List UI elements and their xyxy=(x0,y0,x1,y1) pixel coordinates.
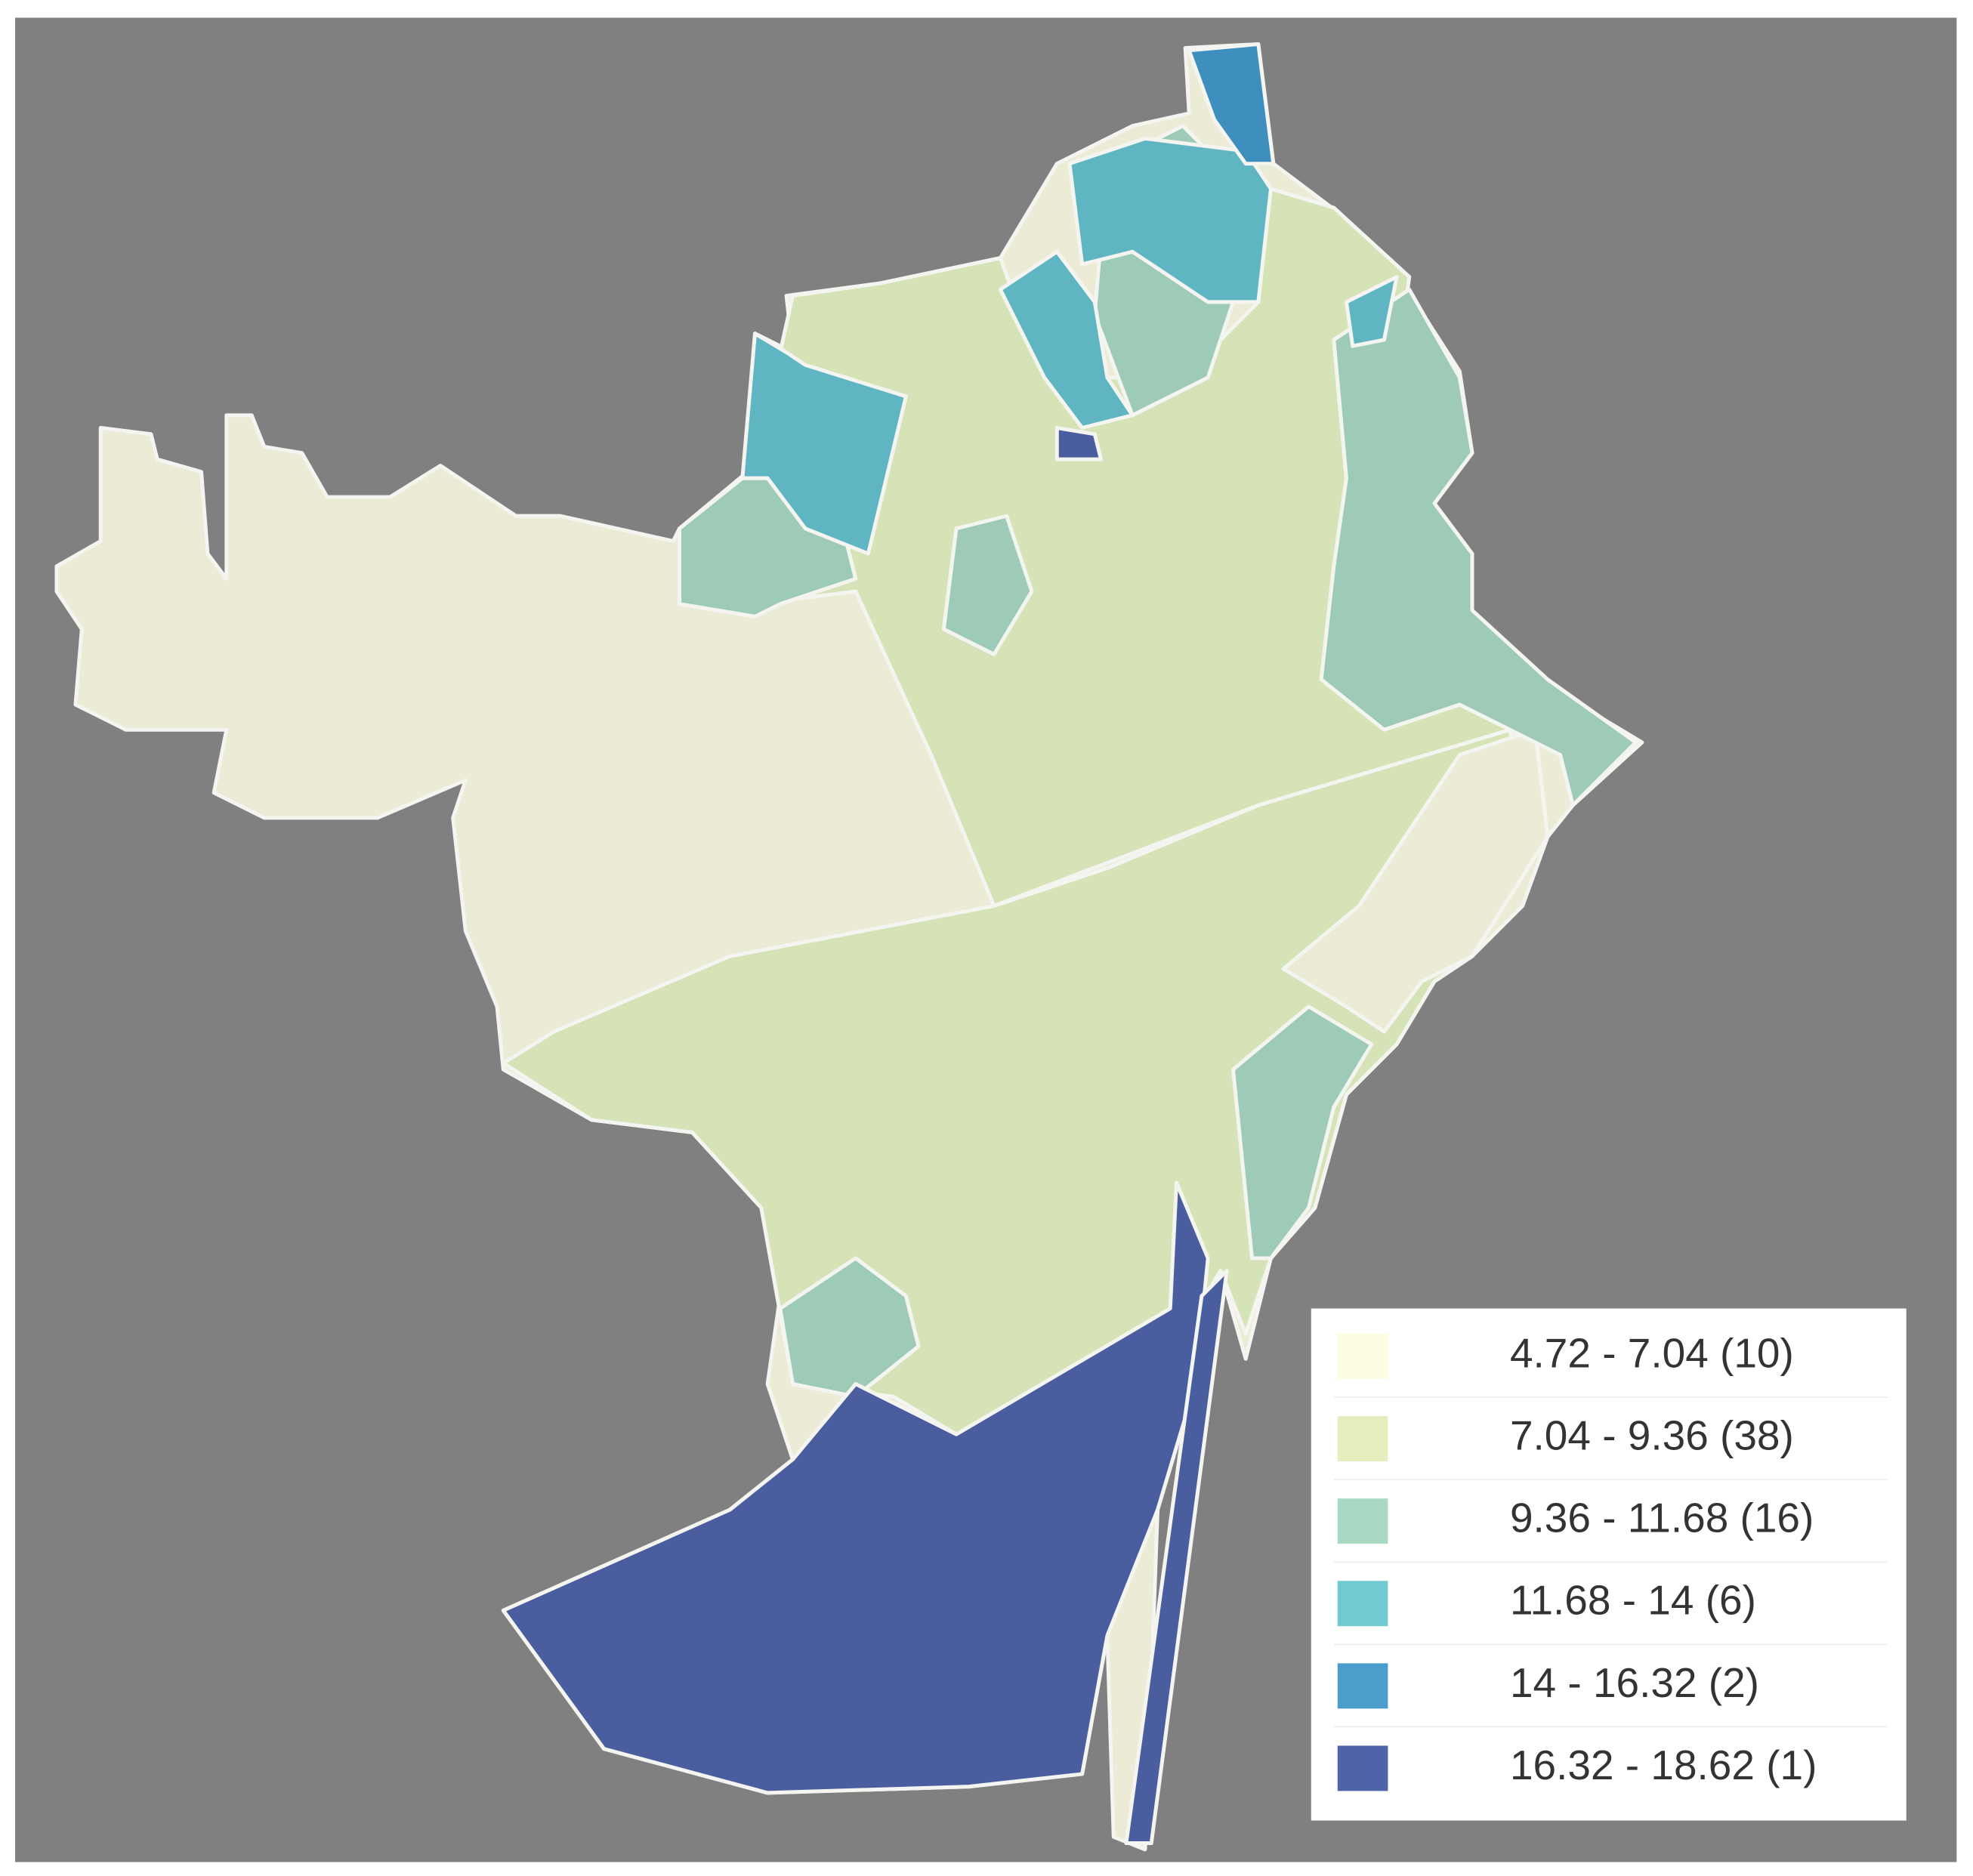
legend-swatch xyxy=(1337,1333,1388,1379)
legend-label: 14 - 16.32 (2) xyxy=(1510,1659,1759,1706)
legend-swatch xyxy=(1337,1498,1388,1544)
legend-swatch xyxy=(1337,1416,1388,1461)
legend-label: 16.32 - 18.62 (1) xyxy=(1510,1742,1817,1788)
legend-swatch xyxy=(1337,1745,1388,1791)
legend-label: 7.04 - 9.36 (38) xyxy=(1510,1412,1794,1459)
district-dark xyxy=(1054,426,1104,461)
port-pier xyxy=(1124,1269,1229,1846)
legend: 4.72 - 7.04 (10) 7.04 - 9.36 (38) 9.36 - 1… xyxy=(1333,1329,1888,1791)
legend-swatch xyxy=(1337,1663,1388,1709)
legend-label: 9.36 - 11.68 (16) xyxy=(1510,1495,1814,1541)
district-light xyxy=(1281,727,1550,1034)
legend-swatch xyxy=(1337,1581,1388,1627)
legend-box xyxy=(1311,1308,1907,1821)
district-teal xyxy=(941,514,1034,656)
district-cyan xyxy=(1067,136,1273,304)
district-cyan xyxy=(740,332,908,556)
district-teal xyxy=(1319,287,1638,807)
district-cyan xyxy=(998,249,1135,430)
district-teal xyxy=(1231,1004,1374,1260)
district-teal xyxy=(778,1256,921,1399)
legend-label: 4.72 - 7.04 (10) xyxy=(1510,1329,1794,1376)
district-blue xyxy=(1187,42,1276,166)
legend-label: 11.68 - 14 (6) xyxy=(1510,1577,1756,1624)
district-cyan xyxy=(1344,275,1399,348)
districts xyxy=(54,42,1644,1852)
